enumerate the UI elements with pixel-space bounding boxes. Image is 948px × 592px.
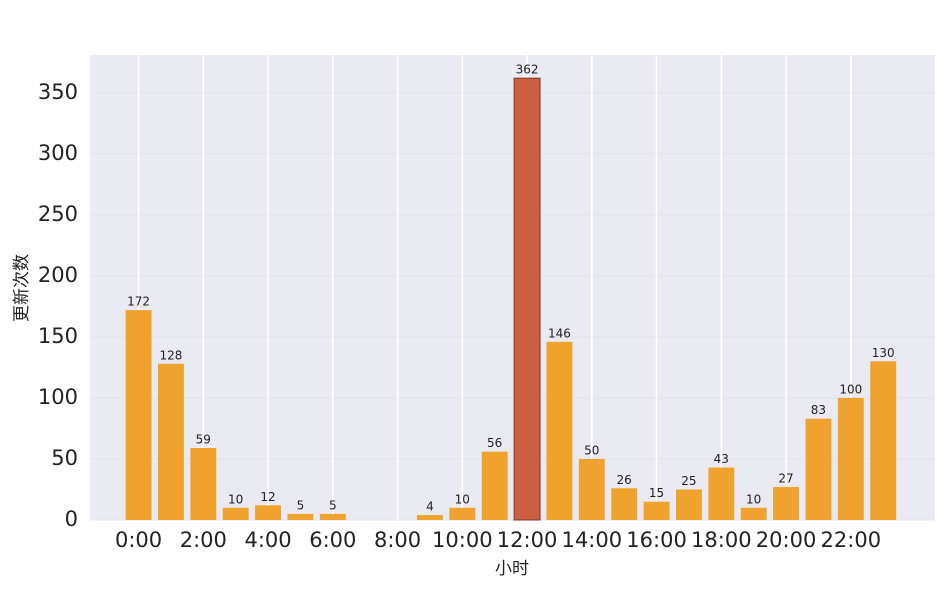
bar [287,513,314,520]
bar [125,310,152,520]
y-tick-label: 0 [65,507,78,531]
x-tick-label: 20:00 [756,528,817,552]
bar [773,487,800,520]
value-label: 172 [127,295,150,309]
bar [513,77,541,521]
y-tick-label: 350 [38,80,78,104]
value-label: 130 [872,346,895,360]
y-axis-label: 更新次数 [12,254,32,322]
value-label: 10 [746,492,761,506]
bar [708,467,735,520]
x-tick-label: 2:00 [180,528,227,552]
bar [546,341,573,520]
bar [255,505,282,520]
value-label: 5 [297,498,305,512]
value-label: 43 [714,452,729,466]
value-label: 12 [260,490,275,504]
x-tick-label: 0:00 [115,528,162,552]
bar [416,515,443,520]
value-label: 83 [811,403,826,417]
bar [449,507,476,520]
value-label: 10 [228,492,243,506]
bar [222,507,249,520]
bar [740,507,767,520]
value-label: 26 [617,473,632,487]
bar [675,489,702,520]
bar [870,361,897,520]
y-tick-label: 150 [38,324,78,348]
x-tick-label: 22:00 [821,528,882,552]
bar [643,501,670,520]
value-label: 25 [681,474,696,488]
y-tick-label: 100 [38,385,78,409]
x-tick-label: 16:00 [626,528,687,552]
bar [481,451,508,520]
bar [319,513,346,520]
value-label: 56 [487,436,502,450]
bar [805,418,832,520]
bar [190,447,217,520]
value-label: 4 [426,500,434,514]
bar [611,488,638,520]
y-tick-label: 200 [38,263,78,287]
x-axis-label: 小时 [495,559,529,579]
bar [837,397,864,520]
x-tick-label: 6:00 [309,528,356,552]
value-label: 5 [329,498,337,512]
value-label: 27 [778,472,793,486]
value-label: 59 [196,432,211,446]
x-tick-label: 10:00 [432,528,493,552]
value-label: 10 [455,492,470,506]
value-label: 146 [548,326,571,340]
value-label: 15 [649,486,664,500]
y-tick-label: 300 [38,141,78,165]
x-tick-label: 8:00 [374,528,421,552]
bar [157,363,184,520]
y-tick-label: 250 [38,202,78,226]
x-tick-label: 4:00 [244,528,291,552]
value-label: 50 [584,443,599,457]
x-tick-label: 12:00 [497,528,558,552]
y-tick-label: 50 [51,446,78,470]
value-label: 362 [516,63,539,77]
bar [578,458,605,520]
value-label: 128 [159,348,182,362]
value-label: 100 [839,382,862,396]
plot-area [90,55,935,520]
x-tick-label: 14:00 [562,528,623,552]
x-tick-label: 18:00 [691,528,752,552]
